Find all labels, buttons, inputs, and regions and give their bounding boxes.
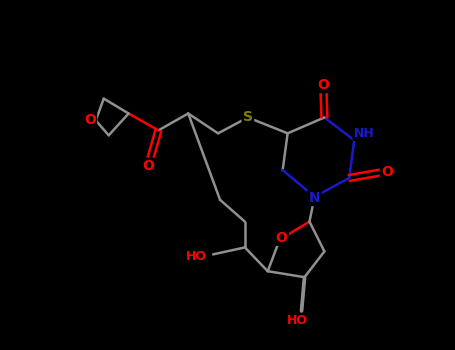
Text: O: O (318, 78, 329, 92)
Text: O: O (381, 165, 393, 179)
Text: HO: HO (287, 314, 308, 327)
Text: S: S (243, 111, 253, 125)
Text: NH: NH (354, 127, 374, 140)
Text: O: O (84, 113, 96, 127)
Text: N: N (308, 191, 320, 205)
Text: O: O (276, 231, 288, 245)
Text: HO: HO (186, 250, 207, 263)
Text: O: O (142, 159, 154, 173)
